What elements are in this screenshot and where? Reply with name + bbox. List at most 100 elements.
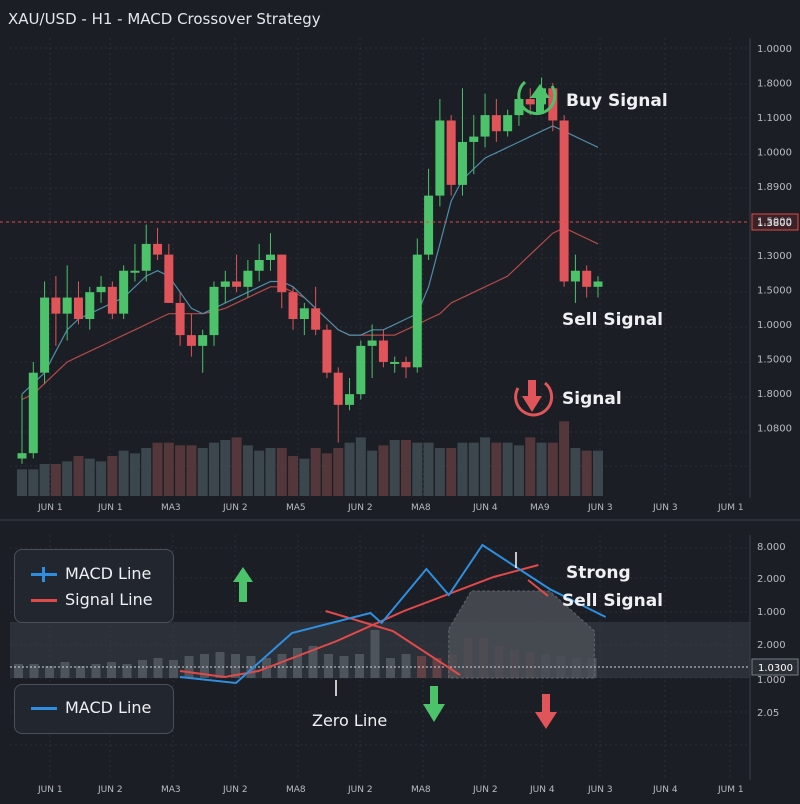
volume-bar <box>480 437 491 496</box>
volume-bar <box>423 442 434 496</box>
volume-bar <box>242 445 253 496</box>
price-axis-tick-label: 1.0000 <box>757 44 792 55</box>
volume-bar <box>468 442 479 496</box>
macd-date-tick-label: JUN 4 <box>652 785 678 795</box>
price-axis-tick-label: 1.5000 <box>757 286 792 297</box>
legend-macd-secondary-label: MACD Line <box>65 698 152 717</box>
macd-histogram-bar <box>138 660 147 678</box>
price-axis-tick-label: 1.8900 <box>757 182 792 193</box>
arrow-up-circle-icon <box>517 80 557 116</box>
signal-label: Signal <box>562 389 622 409</box>
price-axis-tick-label: 1.3000 <box>757 251 792 262</box>
macd-legend-secondary: MACD Line <box>14 684 174 734</box>
volume-bar <box>502 442 513 496</box>
buy-circle-arc <box>517 80 557 116</box>
candle-body <box>333 372 343 405</box>
fast-moving-average-line <box>21 125 599 395</box>
macd-histogram-bar <box>14 664 23 678</box>
candle-body <box>62 297 72 314</box>
candle-body <box>232 281 242 287</box>
volume-bar <box>62 461 73 496</box>
volume-bar <box>310 448 321 496</box>
candle-body <box>412 254 422 368</box>
candle-body <box>480 115 490 137</box>
candle-body <box>40 297 50 373</box>
volume-bar <box>163 442 174 496</box>
macd-histogram-bar <box>417 656 426 678</box>
price-axis-tick-label: 1.0000 <box>757 320 792 331</box>
macd-histogram-bar <box>386 658 395 678</box>
volume-bar <box>17 469 27 496</box>
candle-body <box>141 243 151 271</box>
volume-bar <box>129 453 140 496</box>
volume-bar <box>581 450 592 496</box>
volume-bar <box>593 450 603 496</box>
date-tick-label: JUN 1 <box>97 503 123 513</box>
candle-body <box>254 260 264 271</box>
macd-axis-tick-label: 2.05 <box>757 708 779 719</box>
macd-line-swatch-secondary <box>31 707 57 710</box>
volume-bar <box>265 448 276 496</box>
candle-body <box>593 281 603 287</box>
candle-body <box>243 270 253 287</box>
candle-body <box>28 372 38 454</box>
candle-body <box>570 270 580 282</box>
macd-histogram-bar <box>122 664 132 678</box>
legend-item-signal: Signal Line <box>31 590 153 609</box>
macd-axis-tick-label: 8.000 <box>757 542 786 553</box>
macd-histogram-bar <box>370 630 380 678</box>
arrow-up-icon <box>233 567 253 602</box>
volume-bar <box>525 437 536 496</box>
macd-histogram-bar <box>76 666 85 678</box>
candle-body <box>446 120 456 185</box>
candle-body <box>503 115 513 132</box>
volume-bar <box>321 453 332 496</box>
volume-bar <box>412 442 423 496</box>
macd-histogram-bar <box>45 666 54 678</box>
zero-value-label: 1.0300 <box>758 663 793 674</box>
macd-histogram-band <box>10 622 750 678</box>
volume-bar <box>378 445 389 496</box>
date-tick-label: MA9 <box>530 503 550 513</box>
date-tick-label: JUM 1 <box>717 503 744 513</box>
candle-body <box>209 286 219 336</box>
volume-bar <box>457 442 468 496</box>
macd-line-swatch <box>31 567 57 582</box>
volume-bar <box>186 445 197 496</box>
volume-bar <box>570 448 581 496</box>
candle-body <box>130 270 140 273</box>
candle-body <box>514 99 524 116</box>
macd-date-tick-label: JUN 2 <box>222 785 248 795</box>
volume-bar <box>434 448 445 496</box>
volume-bar <box>197 448 208 496</box>
macd-histogram-bar <box>231 654 240 678</box>
sell-arrow <box>522 380 542 412</box>
buy-signal-label: Buy Signal <box>566 91 668 111</box>
volume-bar <box>513 445 524 496</box>
volume-bar <box>333 448 344 496</box>
date-tick-label: JUN 3 <box>587 503 613 513</box>
macd-date-tick-label: JUN 4 <box>529 785 555 795</box>
price-axis-tick-label: 1.1000 <box>757 113 792 124</box>
current-price-tag <box>751 213 799 231</box>
macd-date-tick-label: JUM 1 <box>717 785 744 795</box>
volume-bar <box>401 440 411 496</box>
candle-body <box>435 120 445 196</box>
volume-bar <box>28 469 39 496</box>
arrow-down-icon <box>423 686 445 722</box>
volume-bar <box>344 442 355 496</box>
volume-bar <box>39 464 50 496</box>
volume-bar <box>96 461 107 496</box>
volume-bar <box>276 448 287 496</box>
volume-bar <box>536 442 547 496</box>
macd-histogram-area <box>448 590 595 679</box>
chart-title: XAU/USD - H1 - MACD Crossover Strategy <box>8 10 321 28</box>
date-tick-label: MA3 <box>161 503 181 513</box>
candle-body <box>153 243 163 255</box>
macd-histogram-bar <box>200 654 209 678</box>
sell-signal-label: Sell Signal <box>562 310 663 330</box>
volume-bar <box>254 450 265 496</box>
volume-bar <box>141 448 152 496</box>
price-axis-tick-label: 1.5000 <box>757 217 792 228</box>
